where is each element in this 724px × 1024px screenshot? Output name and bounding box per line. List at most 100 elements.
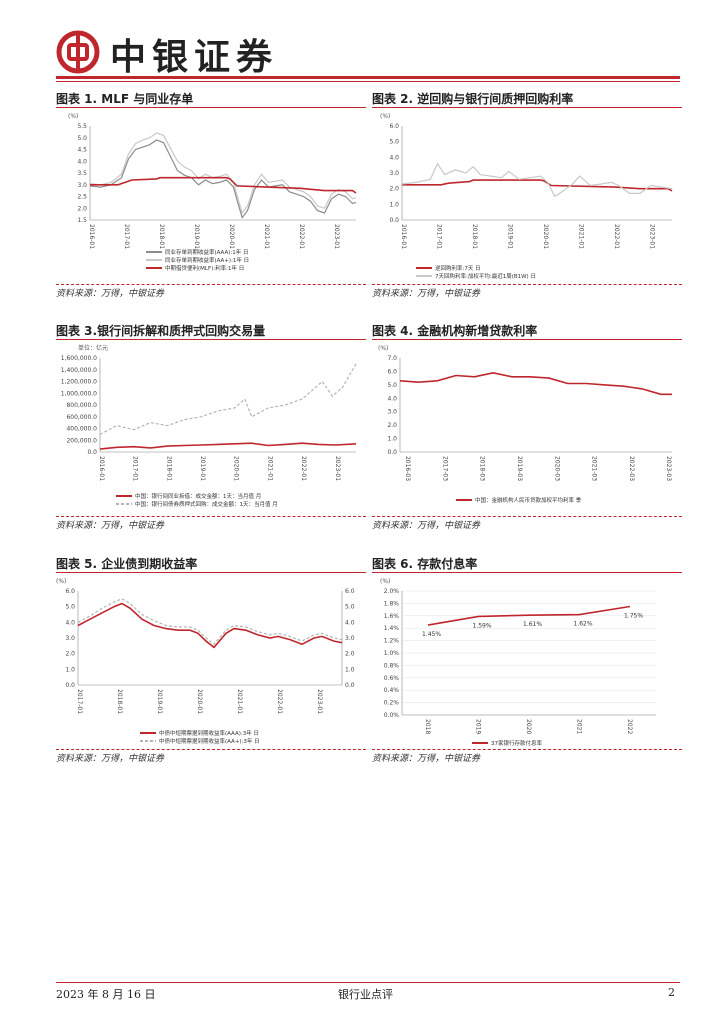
series-line-1 <box>77 598 343 646</box>
legend-label: 逆回购利率:7天 日 <box>435 264 481 272</box>
y-tick-label: 2.5 <box>77 194 87 201</box>
y-tick-label: 1.4% <box>384 625 400 632</box>
x-tick-label: 2021-01 <box>263 224 270 249</box>
bank-of-china-logo-icon <box>56 30 100 74</box>
x-tick-label: 2017-01 <box>76 689 83 714</box>
x-tick-label: 2016-03 <box>404 456 411 481</box>
y-tick-label: 0.2% <box>384 700 400 707</box>
chart-deposit-cost: (%) 2.0% 1.8% 1.6% 1.4% 1.2% 1.0% 0.8% 0.6% 0.4% 0… <box>380 578 656 747</box>
legend-label: 中债中短期票据到期收益率(AA+):3年 日 <box>159 737 260 745</box>
y-tick-label: 600,000.0 <box>66 414 97 421</box>
series-line-0 <box>89 139 357 219</box>
y-tick-label: 0.8% <box>384 662 400 669</box>
x-tick-label: 2021-01 <box>578 224 585 249</box>
data-label: 1.62% <box>574 621 593 628</box>
y-tick-label: 1.0 <box>389 201 399 208</box>
footer-date: 2023 年 8 月 16 日 <box>56 988 156 1001</box>
chart-corporate-bond: (%) 6.0 6.0 5.0 5.0 4.0 4.0 3.0 3.0 2.0 2.0 1.0 1.0 0… <box>56 578 355 745</box>
figure-title: 图表 6. 存款付息率 <box>372 557 478 571</box>
title-rule <box>56 572 366 573</box>
figure-source: 资料来源：万得，中银证券 <box>372 289 481 299</box>
x-tick-label: 2019-01 <box>193 224 200 249</box>
y-tick-label: 6.0 <box>387 368 397 375</box>
y-tick-label-right: 1.0 <box>345 666 355 673</box>
x-tick-label: 2022-01 <box>613 224 620 249</box>
axis-unit: (%) <box>378 345 388 352</box>
figure-5: 图表 5. 企业债到期收益率 (%) 6.0 6.0 5.0 5.0 4.0 4.0 3.0 3… <box>56 555 366 770</box>
y-tick-label: 5.0 <box>65 604 75 611</box>
series-line-1 <box>89 132 357 215</box>
y-tick-label: 5.0 <box>389 139 399 146</box>
y-tick-label: 1.2% <box>384 638 400 645</box>
x-tick-label: 2018-01 <box>471 224 478 249</box>
x-tick-label: 2019-01 <box>507 224 514 249</box>
chart-interbank-volume: 单位：亿元 1,600,000.0 1,400,000.0 1,200,000.0 1,… <box>61 344 357 508</box>
y-tick-label: 3.0 <box>389 170 399 177</box>
x-tick-label: 2018-03 <box>479 456 486 481</box>
y-tick-label: 7.0 <box>387 355 397 362</box>
source-rule <box>56 284 366 285</box>
y-tick-label: 1,400,000.0 <box>61 367 97 374</box>
figure-source: 资料来源：万得，中银证券 <box>56 754 165 764</box>
x-tick-label: 2020-01 <box>196 689 203 714</box>
source-rule <box>372 749 682 750</box>
x-tick-label: 2022 <box>626 719 633 734</box>
title-rule <box>372 107 682 108</box>
x-tick-label: 2022-01 <box>300 456 307 481</box>
page-header: 中银证券 <box>0 0 724 86</box>
y-tick-label: 5.0 <box>77 135 87 142</box>
x-tick-label: 2022-03 <box>628 456 635 481</box>
y-tick-label-right: 2.0 <box>345 651 355 658</box>
figure-source: 资料来源：万得，中银证券 <box>56 521 165 531</box>
x-tick-label: 2019-01 <box>199 456 206 481</box>
x-tick-label: 2023-01 <box>334 456 341 481</box>
series-line-0 <box>427 605 631 626</box>
x-tick-label: 2016-01 <box>88 224 95 249</box>
header-rule-thin <box>56 81 680 82</box>
legend-label: 中国：银行间同业拆借：成交金额：1天：当月值 月 <box>135 492 261 500</box>
x-tick-label: 2019-03 <box>516 456 523 481</box>
y-tick-label: 1.8% <box>384 600 400 607</box>
y-tick-label: 3.0 <box>387 409 397 416</box>
y-tick-label: 5.0 <box>387 382 397 389</box>
series-line-2 <box>90 176 357 194</box>
x-tick-label: 2020 <box>525 719 532 734</box>
y-tick-label: 1.0% <box>384 650 400 657</box>
y-tick-label: 5.5 <box>77 123 87 130</box>
y-tick-label: 2.0 <box>387 422 397 429</box>
legend-label: 中期借贷便利(MLF):利率:1年 日 <box>165 264 244 272</box>
axis-unit: (%) <box>56 578 66 585</box>
title-rule <box>56 107 366 108</box>
title-rule <box>372 339 682 340</box>
y-tick-label: 2.0 <box>77 205 87 212</box>
figure-1: 图表 1. MLF 与同业存单 (%) 5.5 5.0 4.5 4.0 3.5 3.0 2.5… <box>56 90 366 305</box>
figure-6: 图表 6. 存款付息率 (%) 2.0% 1.8% 1.6% 1.4% 1.2% 1.0% 0… <box>372 555 682 770</box>
series-line-0 <box>399 371 672 396</box>
data-label: 1.45% <box>422 631 441 638</box>
title-rule <box>372 572 682 573</box>
y-tick-label: 6.0 <box>65 588 75 595</box>
y-tick-label: 800,000.0 <box>66 402 97 409</box>
y-tick-label: 3.0 <box>65 635 75 642</box>
figure-source: 资料来源：万得，中银证券 <box>372 521 481 531</box>
y-tick-label: 0.0% <box>384 712 400 719</box>
y-tick-label: 1,000,000.0 <box>61 390 97 397</box>
x-tick-label: 2017-01 <box>132 456 139 481</box>
x-tick-label: 2018-01 <box>158 224 165 249</box>
x-tick-label: 2021-01 <box>236 689 243 714</box>
axis-unit: (%) <box>68 113 78 120</box>
x-tick-label: 2023-01 <box>649 224 656 249</box>
data-label: 1.61% <box>523 621 542 628</box>
x-tick-label: 2023-03 <box>665 456 672 481</box>
y-tick-label: 0.0 <box>387 449 397 456</box>
x-tick-label: 2018-01 <box>116 689 123 714</box>
legend-label: 中债中短期票据到期收益率(AAA):3年 日 <box>159 729 259 737</box>
y-tick-label: 4.0 <box>387 395 397 402</box>
figure-title: 图表 4. 金融机构新增贷款利率 <box>372 324 538 338</box>
page-number: 2 <box>668 986 675 999</box>
y-tick-label: 200,000.0 <box>66 437 97 444</box>
legend-label: 中国：金融机构人民币贷款加权平均利率 季 <box>475 496 582 504</box>
x-tick-label: 2016-01 <box>98 456 105 481</box>
footer-rule <box>56 982 680 983</box>
